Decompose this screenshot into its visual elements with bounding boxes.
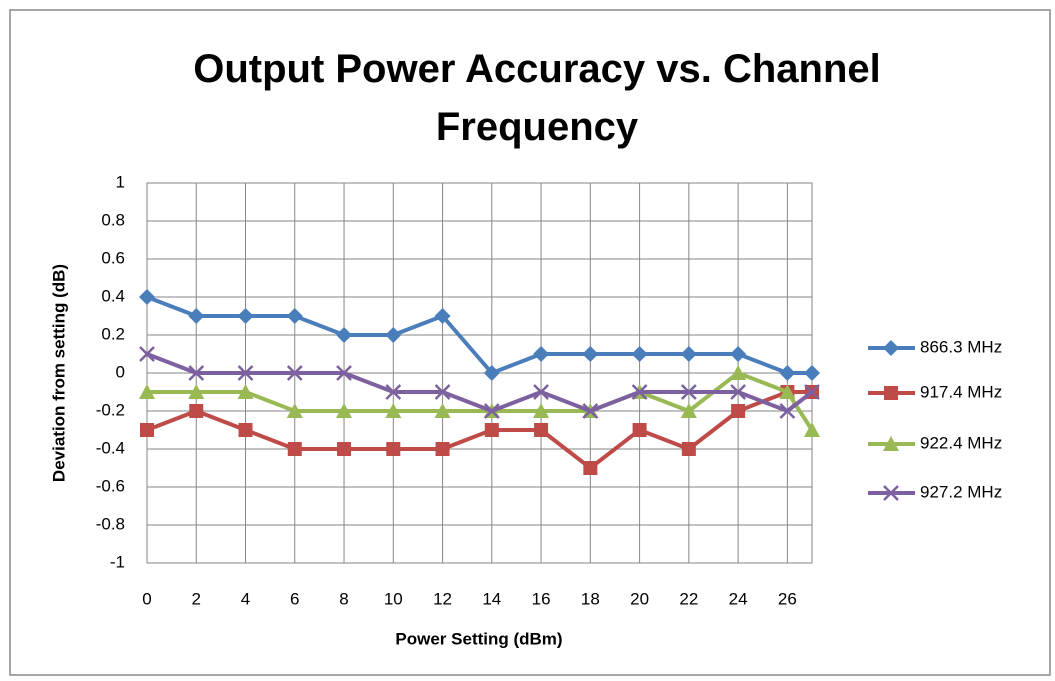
y-tick-label: -1 xyxy=(110,552,125,571)
marker xyxy=(730,365,747,380)
marker xyxy=(779,384,796,399)
marker xyxy=(286,308,303,324)
x-tick-label: 10 xyxy=(384,589,403,608)
y-tick-label: 0.6 xyxy=(101,248,125,267)
y-tick-label: 0.8 xyxy=(101,210,125,229)
chart-border xyxy=(9,9,1051,676)
marker xyxy=(188,365,205,381)
legend-label: 917.4 MHz xyxy=(920,382,1002,401)
marker xyxy=(680,403,697,418)
x-tick-label: 18 xyxy=(581,589,600,608)
x-tick-label: 14 xyxy=(482,589,501,608)
chart-title: Output Power Accuracy vs. Channel Freque… xyxy=(193,47,881,149)
marker xyxy=(483,365,500,381)
marker xyxy=(286,403,303,418)
y-axis-label: Deviation from setting (dB) xyxy=(49,264,68,482)
marker xyxy=(434,308,451,324)
y-tick-label: -0.8 xyxy=(96,514,125,533)
x-tick-label: 22 xyxy=(679,589,698,608)
marker xyxy=(238,423,253,437)
x-tick-label: 24 xyxy=(729,589,748,608)
marker xyxy=(434,403,451,418)
marker xyxy=(483,403,500,419)
x-tick-label: 4 xyxy=(241,589,250,608)
marker xyxy=(287,442,302,456)
marker xyxy=(582,403,599,419)
marker xyxy=(188,308,205,324)
marker xyxy=(804,365,820,381)
x-tick-label: 16 xyxy=(532,589,551,608)
marker xyxy=(883,340,899,356)
x-tick-label: 12 xyxy=(433,589,452,608)
marker xyxy=(804,384,820,400)
marker xyxy=(631,346,648,362)
y-tick-label: 0 xyxy=(116,362,125,381)
x-tick-label: 2 xyxy=(192,589,201,608)
marker xyxy=(386,442,401,456)
y-tick-label: 0.4 xyxy=(101,286,125,305)
y-tick-label: -0.4 xyxy=(96,438,125,457)
x-axis-label: Power Setting (dBm) xyxy=(395,629,562,648)
plot xyxy=(139,289,820,475)
marker xyxy=(337,442,352,456)
x-tick-label: 6 xyxy=(290,589,299,608)
marker xyxy=(779,403,796,419)
marker xyxy=(533,403,550,418)
marker xyxy=(286,365,303,381)
marker xyxy=(385,403,402,418)
legend-label: 927.2 MHz xyxy=(920,482,1002,501)
marker xyxy=(680,384,697,400)
marker xyxy=(534,423,549,437)
marker xyxy=(139,289,155,305)
marker xyxy=(139,384,155,399)
marker xyxy=(385,327,402,343)
marker xyxy=(730,384,746,400)
marker xyxy=(188,384,205,399)
marker xyxy=(583,461,598,475)
marker xyxy=(336,365,352,381)
marker xyxy=(139,346,155,362)
marker xyxy=(189,404,204,418)
y-tick-label: -0.2 xyxy=(96,400,125,419)
marker xyxy=(681,442,696,456)
marker xyxy=(237,384,254,399)
marker xyxy=(237,308,254,324)
marker xyxy=(582,346,599,362)
x-tick-label: 20 xyxy=(630,589,649,608)
marker xyxy=(883,485,899,501)
marker xyxy=(731,404,746,418)
marker xyxy=(237,365,254,381)
marker xyxy=(533,384,549,400)
marker xyxy=(631,384,648,400)
marker xyxy=(434,384,451,400)
marker xyxy=(336,327,353,343)
y-tick-label: 0.2 xyxy=(101,324,125,343)
x-tick-label: 8 xyxy=(339,589,348,608)
x-tick-label: 26 xyxy=(778,589,797,608)
marker xyxy=(632,423,647,437)
y-tick-label: -0.6 xyxy=(96,476,125,495)
marker xyxy=(385,384,402,400)
marker xyxy=(730,346,747,362)
y-tick-label: 1 xyxy=(116,172,125,191)
legend-label: 866.3 MHz xyxy=(920,337,1002,356)
marker xyxy=(779,365,796,381)
marker xyxy=(336,403,353,418)
marker xyxy=(533,346,550,362)
marker xyxy=(884,386,898,400)
marker xyxy=(883,436,899,451)
marker xyxy=(804,422,820,437)
marker xyxy=(435,442,450,456)
marker xyxy=(140,423,154,437)
x-tick-label: 0 xyxy=(142,589,151,608)
marker xyxy=(484,423,499,437)
legend-label: 922.4 MHz xyxy=(920,433,1002,452)
marker xyxy=(680,346,697,362)
